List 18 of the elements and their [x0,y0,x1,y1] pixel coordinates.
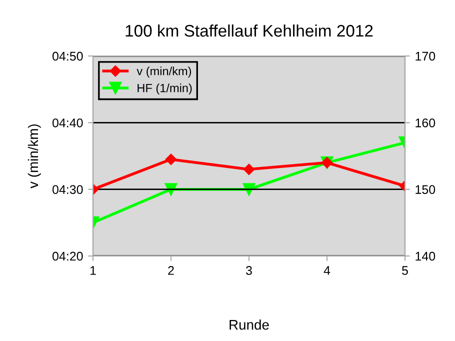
x-tick-label: 2 [168,266,174,275]
x-tick-label: 1 [90,266,96,275]
y2-tick-label: 160 [416,118,436,128]
legend-label: v (min/km) [136,66,192,78]
y-tick-label: 04:30 [52,185,83,194]
chart-title: 100 km Staffellauf Kehlheim 2012 [126,24,373,37]
y-tick-label: 04:20 [52,252,83,261]
y2-tick-label: 140 [416,252,436,261]
y-tick-label: 04:40 [52,118,83,128]
y2-tick-label: 150 [416,185,436,194]
y2-tick-label: 170 [416,52,436,61]
y-axis-title: v (min/km) [28,124,41,188]
x-tick-label: 5 [402,266,408,275]
y-tick-label: 04:50 [52,52,83,61]
x-axis-title: Runde [230,320,269,330]
x-tick-label: 4 [324,266,330,275]
x-tick-label: 3 [246,266,252,275]
legend-label: HF (1/min) [138,84,192,95]
